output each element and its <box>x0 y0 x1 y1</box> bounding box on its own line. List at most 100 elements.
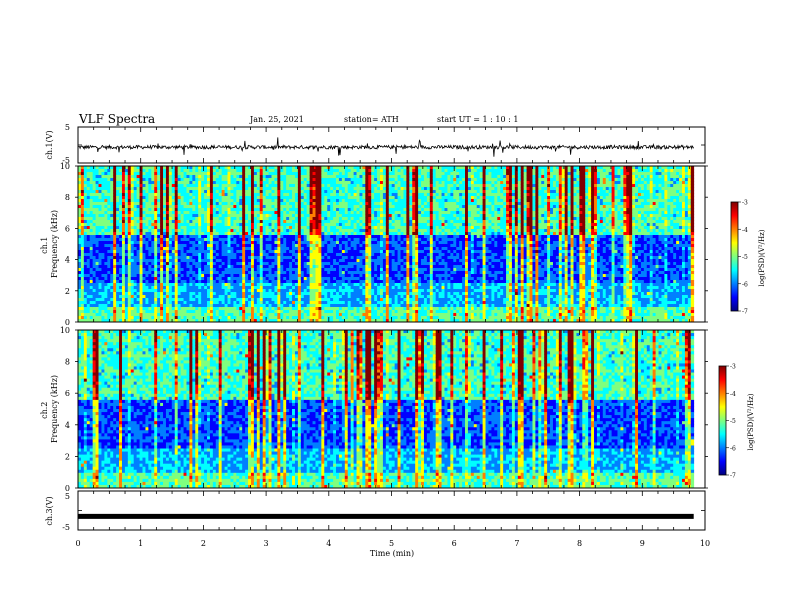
spectrogram-cell <box>181 229 184 232</box>
spectrogram-cell <box>324 172 327 175</box>
spectrogram-cell <box>333 316 336 319</box>
spectrogram-cell <box>321 292 324 295</box>
spectrogram-cell <box>257 196 260 199</box>
spectrogram-cell <box>192 199 195 202</box>
spectrogram-cell <box>345 184 348 187</box>
spectrogram-cell <box>210 301 213 304</box>
spectrogram-cell <box>286 262 289 265</box>
spectrogram-cell <box>269 280 272 283</box>
spectrogram-cell <box>110 193 113 196</box>
spectrogram-cell <box>280 289 283 292</box>
spectrogram-cell <box>90 184 93 187</box>
spectrogram-cell <box>233 214 236 217</box>
spectrogram-cell <box>157 166 160 169</box>
spectrogram-cell <box>251 241 254 244</box>
spectrogram-cell <box>315 202 318 205</box>
spectrogram-cell <box>81 268 84 271</box>
spectrogram-cell <box>345 304 348 307</box>
spectrogram-cell <box>351 238 354 241</box>
spectrogram-cell <box>330 193 333 196</box>
spectrogram-cell <box>116 277 119 280</box>
spectrogram-cell <box>233 193 236 196</box>
spectrogram-cell <box>148 178 151 181</box>
spectrogram-cell <box>266 298 269 301</box>
spectrogram-cell <box>186 304 189 307</box>
spectrogram-cell <box>145 292 148 295</box>
spectrogram-cell <box>154 280 157 283</box>
spectrogram-cell <box>204 244 207 247</box>
spectrogram-cell <box>198 277 201 280</box>
spectrogram-cell <box>266 235 269 238</box>
spectrogram-cell <box>181 232 184 235</box>
spectrogram-cell <box>277 220 280 223</box>
spectrogram-cell <box>298 295 301 298</box>
spectrogram-cell <box>90 259 93 262</box>
spectrogram-cell <box>216 295 219 298</box>
spectrogram-cell <box>324 307 327 310</box>
spectrogram-cell <box>192 316 195 319</box>
spectrogram-cell <box>148 172 151 175</box>
spectrogram-cell <box>175 202 178 205</box>
spectrogram-cell <box>236 244 239 247</box>
spectrogram-cell <box>269 268 272 271</box>
spectrogram-cell <box>101 277 104 280</box>
spectrogram-cell <box>257 232 260 235</box>
spectrogram-cell <box>166 274 169 277</box>
spectrogram-cell <box>104 256 107 259</box>
spectrogram-cell <box>327 280 330 283</box>
spectrogram-cell <box>260 205 263 208</box>
spectrogram-cell <box>110 280 113 283</box>
spectrogram-cell <box>175 166 178 169</box>
spectrogram-cell <box>166 247 169 250</box>
spectrogram-cell <box>210 193 213 196</box>
spectrogram-cell <box>286 253 289 256</box>
spectrogram-cell <box>313 241 316 244</box>
spectrogram-cell <box>163 169 166 172</box>
spectrogram-cell <box>213 280 216 283</box>
spectrogram-cell <box>148 241 151 244</box>
spectrogram-cell <box>239 226 242 229</box>
spectrogram-cell <box>242 205 245 208</box>
spectrogram-cell <box>242 226 245 229</box>
spectrogram-cell <box>145 295 148 298</box>
spectrogram-cell <box>93 277 96 280</box>
spectrogram-cell <box>339 241 342 244</box>
spectrogram-cell <box>233 250 236 253</box>
spectrogram-cell <box>198 250 201 253</box>
spectrogram-cell <box>90 202 93 205</box>
spectrogram-cell <box>257 166 260 169</box>
spectrogram-cell <box>122 169 125 172</box>
spectrogram-cell <box>292 274 295 277</box>
spectrogram-cell <box>189 280 192 283</box>
spectrogram-cell <box>101 187 104 190</box>
spectrogram-cell <box>216 268 219 271</box>
spectrogram-cell <box>151 214 154 217</box>
spectrogram-cell <box>186 250 189 253</box>
spectrogram-cell <box>186 289 189 292</box>
spectrogram-cell <box>342 268 345 271</box>
spectrogram-cell <box>239 205 242 208</box>
spectrogram-cell <box>336 211 339 214</box>
spectrogram-cell <box>169 235 172 238</box>
spectrogram-cell <box>184 169 187 172</box>
spectrogram-cell <box>348 253 351 256</box>
spectrogram-cell <box>186 277 189 280</box>
spectrogram-cell <box>184 208 187 211</box>
spectrogram-cell <box>327 175 330 178</box>
spectrogram-cell <box>192 277 195 280</box>
spectrogram-cell <box>260 193 263 196</box>
spectrogram-cell <box>351 298 354 301</box>
ch1-spectrogram-panel: 0246810 ch.1 Frequency (kHz) <box>40 162 708 327</box>
spectrogram-cell <box>96 256 99 259</box>
spectrogram-cell <box>157 247 160 250</box>
spectrogram-cell <box>131 268 134 271</box>
spectrogram-cell <box>145 205 148 208</box>
spectrogram-cell <box>230 274 233 277</box>
spectrogram-cell <box>263 226 266 229</box>
spectrogram-cell <box>195 271 198 274</box>
spectrogram-cell <box>324 211 327 214</box>
spectrogram-cell <box>128 283 131 286</box>
spectrogram-cell <box>204 172 207 175</box>
spectrogram-cell <box>333 223 336 226</box>
spectrogram-cell <box>295 175 298 178</box>
